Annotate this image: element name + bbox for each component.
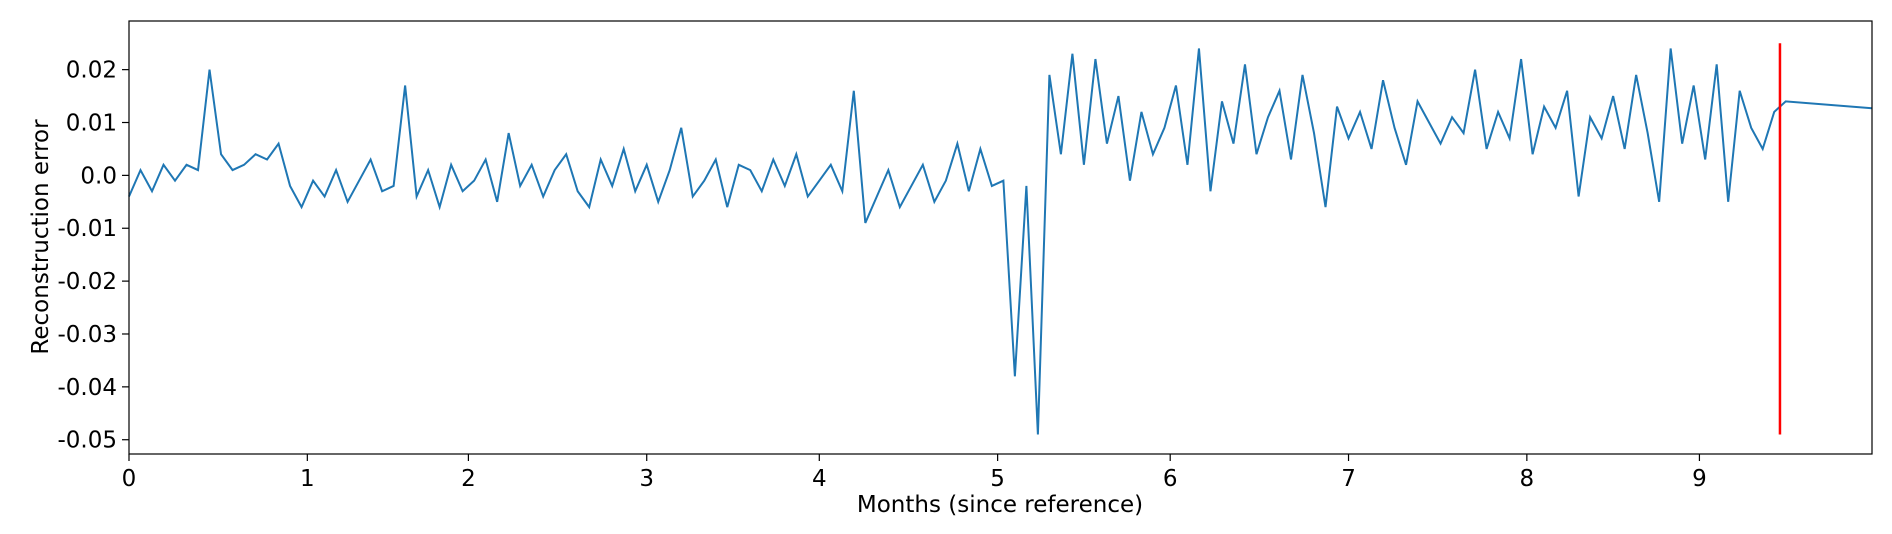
plot-frame xyxy=(128,20,1873,455)
x-axis-label: Months (since reference) xyxy=(857,492,1143,518)
y-tick-label: 0.02 xyxy=(66,58,117,84)
x-tick-label: 5 xyxy=(990,466,1005,492)
x-tick-label: 2 xyxy=(461,466,476,492)
x-tick-label: 8 xyxy=(1520,466,1535,492)
y-tick-label: 0.01 xyxy=(66,111,117,137)
x-tick-label: 1 xyxy=(300,466,315,492)
y-axis-label: Reconstruction error xyxy=(28,119,54,355)
data-line xyxy=(128,48,1873,435)
y-tick-label: -0.05 xyxy=(57,428,117,454)
x-tick-label: 6 xyxy=(1163,466,1178,492)
y-tick-label: -0.02 xyxy=(57,269,117,295)
y-tick-label: 0.0 xyxy=(80,163,117,189)
x-tick-label: 3 xyxy=(639,466,654,492)
y-tick-label: -0.04 xyxy=(57,375,117,401)
x-tick-label: 7 xyxy=(1341,466,1356,492)
y-tick-label: -0.01 xyxy=(57,216,117,242)
y-tick-label: -0.03 xyxy=(57,322,117,348)
x-tick-label: 4 xyxy=(812,466,827,492)
x-tick-label: 0 xyxy=(122,466,137,492)
x-tick-label: 9 xyxy=(1692,466,1707,492)
